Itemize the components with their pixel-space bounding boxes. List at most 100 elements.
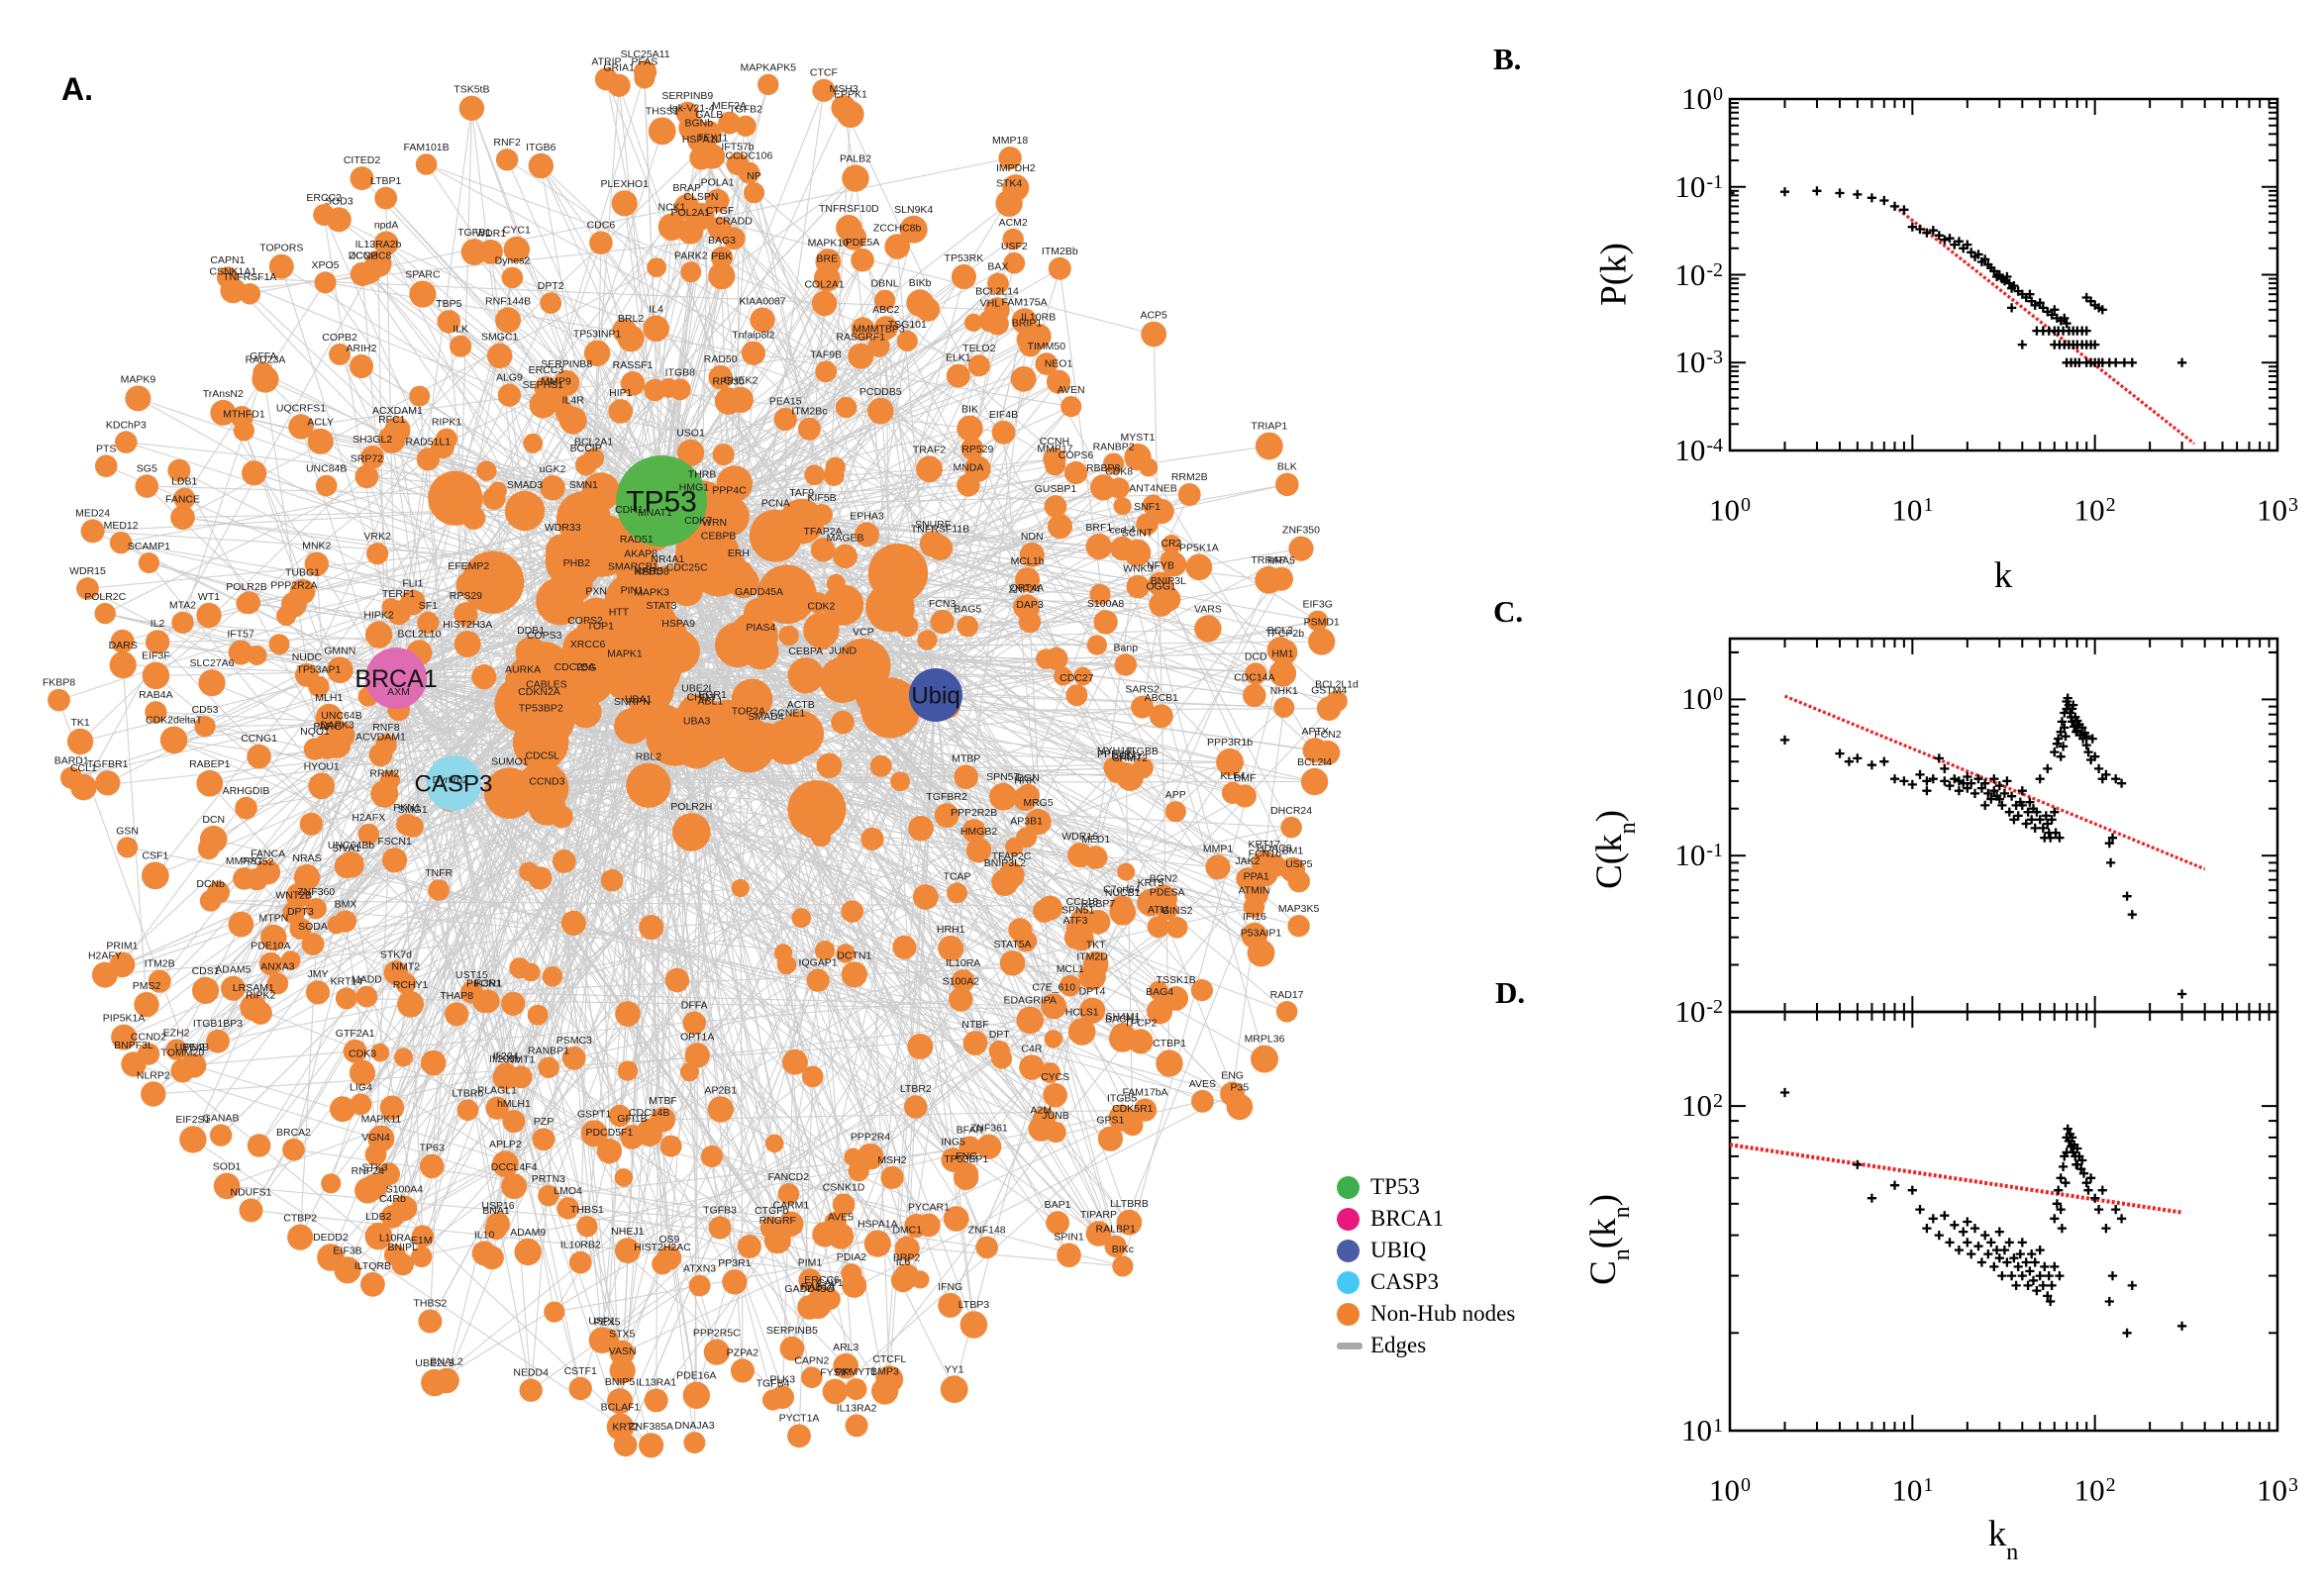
- data-point: [2017, 340, 2027, 349]
- data-point: [1867, 1193, 1876, 1203]
- data-point: [2021, 1257, 2031, 1267]
- data-point: [1973, 1242, 1983, 1251]
- network-edge: [158, 677, 397, 982]
- network-node: [833, 544, 858, 569]
- data-point: [2043, 763, 2053, 773]
- data-point: [1999, 1246, 2009, 1255]
- network-edge: [599, 655, 629, 1015]
- network-node: [1147, 916, 1169, 939]
- network-edge: [340, 550, 563, 671]
- network-node: [787, 780, 847, 839]
- data-point: [1983, 1249, 1993, 1259]
- network-node: [1245, 662, 1267, 685]
- data-point: [1867, 760, 1876, 770]
- network-node: [198, 669, 226, 697]
- data-point: [1889, 774, 1900, 784]
- network-edge: [512, 276, 881, 412]
- data-point: [1779, 735, 1790, 745]
- data-point: [2104, 1296, 2114, 1307]
- data-point: [2086, 1173, 2096, 1183]
- network-edge: [434, 854, 1080, 1384]
- network-edge: [395, 677, 581, 1263]
- network-edge: [606, 1246, 751, 1341]
- network-edge: [621, 694, 937, 1353]
- network-node: [173, 487, 196, 510]
- legend-item-label: UBIQ: [1370, 1238, 1427, 1262]
- network-node: [350, 1093, 372, 1116]
- data-point: [2038, 823, 2048, 833]
- network-edge: [133, 1063, 855, 1286]
- network-edge: [1025, 941, 1124, 1267]
- network-node: [455, 572, 481, 598]
- network-edge: [453, 108, 472, 784]
- network-node: [750, 307, 775, 333]
- data-point: [1779, 1087, 1790, 1098]
- network-edge: [404, 1139, 545, 1209]
- network-edge: [522, 703, 837, 1224]
- legend-item-5: Edges: [1337, 1330, 1515, 1361]
- network-node: [282, 1138, 305, 1161]
- network-node: [749, 509, 802, 562]
- network-node: [1141, 321, 1167, 348]
- data-point: [2046, 833, 2056, 843]
- network-edge: [935, 544, 1172, 696]
- data-point: [2050, 748, 2060, 757]
- network-edge: [243, 430, 515, 1187]
- network-node: [495, 307, 522, 334]
- network-edge: [490, 250, 937, 696]
- network-node: [1097, 1126, 1123, 1151]
- data-point: [1853, 753, 1863, 763]
- network-edge: [662, 1109, 1146, 1121]
- network-node: [727, 566, 759, 599]
- data-point: [1915, 1205, 1925, 1215]
- network-edge: [848, 227, 1118, 772]
- network-edge: [391, 694, 937, 1109]
- network-edge: [835, 1125, 1134, 1392]
- network-node: [674, 532, 733, 590]
- network-edge: [306, 346, 461, 676]
- network-legend: TP53 BRCA1 UBIQ CASP3 Non-Hub nodes Edges: [1337, 1171, 1515, 1361]
- data-point: [2094, 1205, 2104, 1215]
- network-edge: [537, 635, 755, 1016]
- legend-node-swatch: [1337, 1270, 1360, 1294]
- data-point: [2111, 1205, 2121, 1215]
- network-edge: [843, 107, 937, 696]
- network-edge: [548, 1146, 989, 1197]
- network-edge: [146, 485, 454, 784]
- network-edge: [242, 416, 574, 562]
- data-point: [2081, 326, 2091, 336]
- network-node: [1177, 483, 1201, 506]
- network-node: [1063, 460, 1088, 485]
- network-edge: [519, 679, 626, 968]
- data-point: [2056, 1173, 2066, 1183]
- network-edge: [421, 639, 662, 1257]
- data-point: [1963, 1217, 1972, 1227]
- network-edge: [902, 694, 937, 1281]
- network-node: [502, 1110, 526, 1134]
- legend-node-swatch: [1337, 1239, 1360, 1262]
- network-node: [705, 188, 730, 213]
- network-edge: [453, 782, 736, 1283]
- network-node: [109, 951, 136, 978]
- network-edge: [1125, 773, 1134, 1126]
- data-point: [1867, 193, 1876, 203]
- network-node: [1085, 909, 1111, 935]
- network-edge: [671, 157, 1011, 228]
- data-point: [2004, 807, 2014, 817]
- legend-node-swatch: [1337, 1302, 1360, 1326]
- data-point: [1835, 188, 1845, 198]
- data-point: [2127, 910, 2137, 920]
- network-edge: [429, 782, 454, 1322]
- network-node: [967, 354, 990, 377]
- data-point: [1963, 1238, 1972, 1247]
- network-edge: [902, 761, 1231, 1281]
- data-point: [2044, 1271, 2054, 1281]
- network-node: [646, 704, 684, 743]
- network-node: [940, 1375, 968, 1404]
- network-edge: [455, 1013, 671, 1147]
- network-node: [165, 1039, 187, 1060]
- network-node: [305, 980, 331, 1005]
- network-edge: [693, 90, 825, 1024]
- network-node: [484, 767, 536, 819]
